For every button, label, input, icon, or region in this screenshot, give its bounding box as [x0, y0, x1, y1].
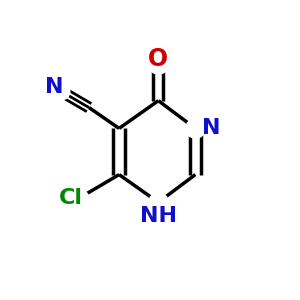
Text: O: O	[148, 47, 168, 71]
Text: NH: NH	[140, 206, 177, 226]
Text: N: N	[202, 118, 221, 138]
Text: Cl: Cl	[58, 188, 82, 208]
Text: N: N	[45, 77, 64, 97]
